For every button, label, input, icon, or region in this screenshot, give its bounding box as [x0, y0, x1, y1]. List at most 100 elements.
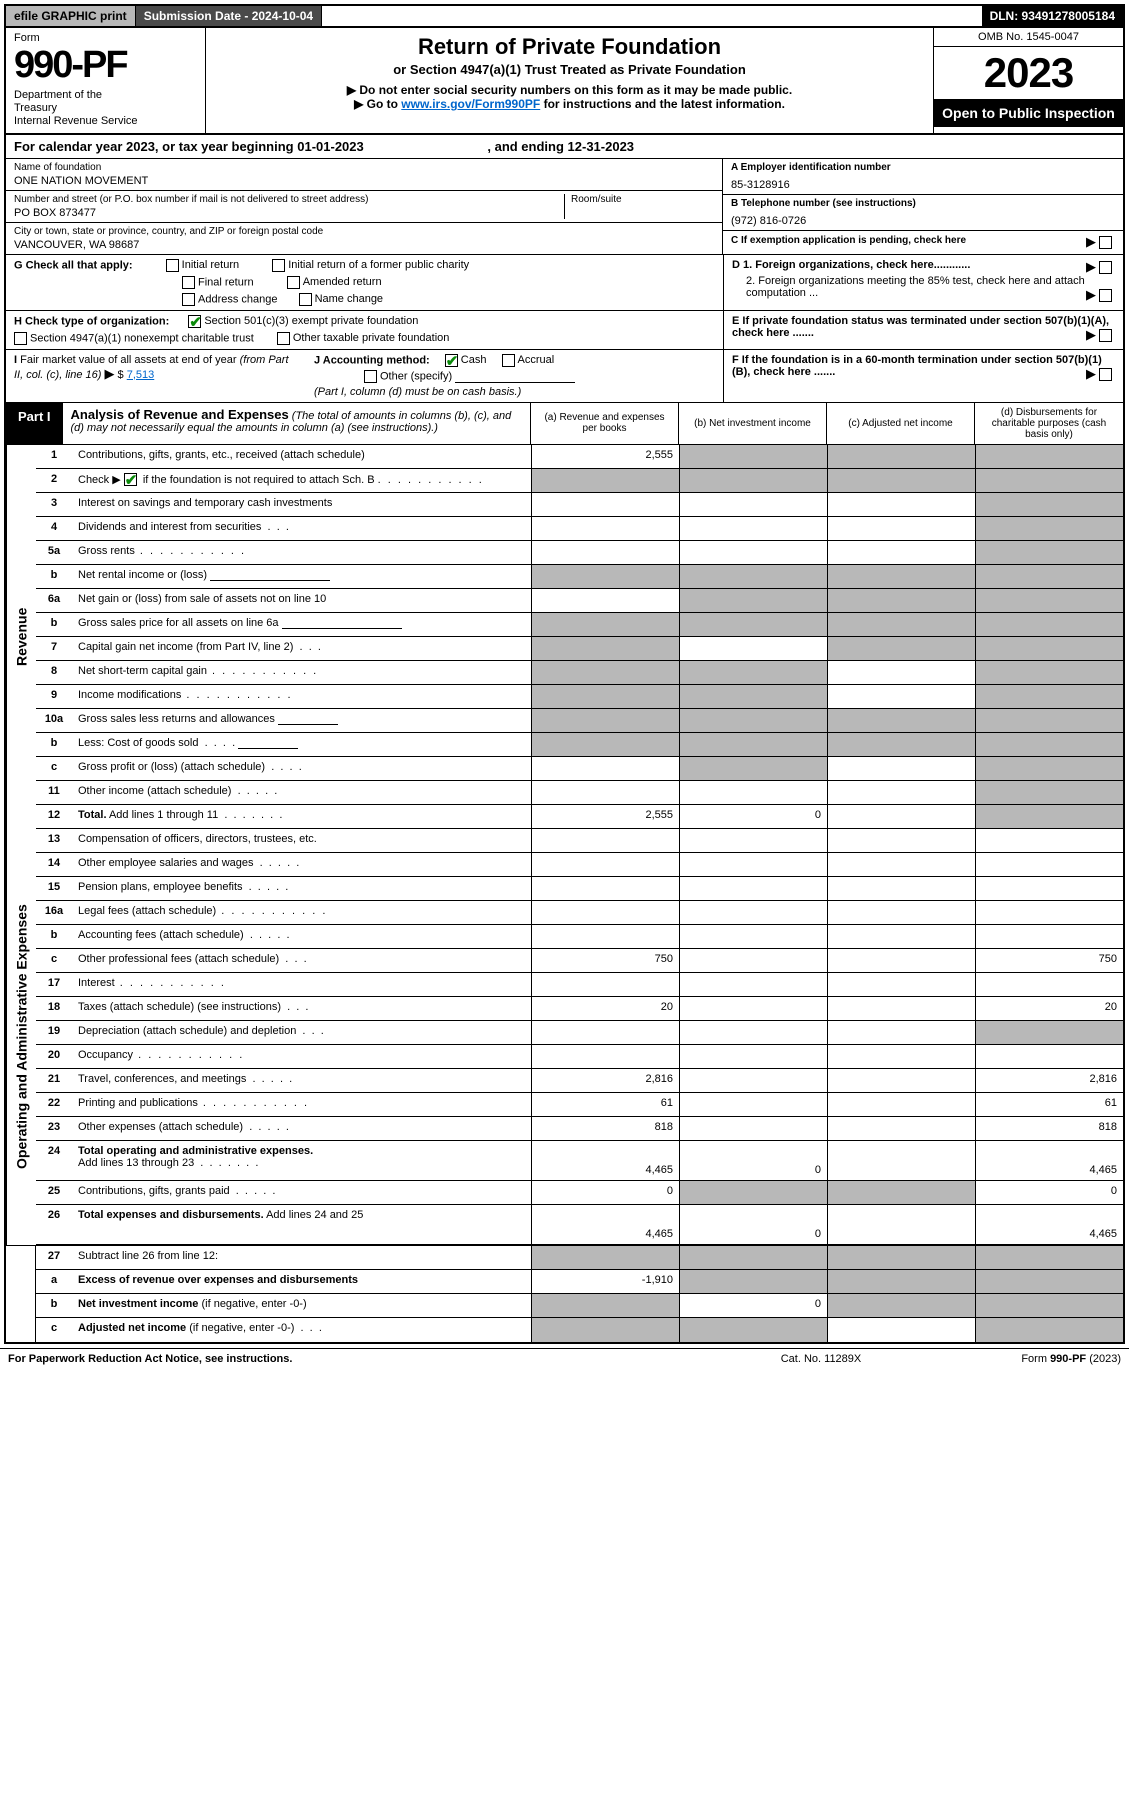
- footer-center: Cat. No. 11289X: [721, 1353, 921, 1365]
- table-row: 23Other expenses (attach schedule) . . .…: [36, 1117, 1123, 1141]
- table-row: 12Total. Add lines 1 through 11 . . . . …: [36, 805, 1123, 829]
- h-section: H Check type of organization: Section 50…: [6, 311, 723, 349]
- form-subtitle2: ▶ Do not enter social security numbers o…: [216, 83, 923, 97]
- initial-former-checkbox[interactable]: [272, 259, 285, 272]
- table-row: 22Printing and publications6161: [36, 1093, 1123, 1117]
- footer-right: Form 990-PF (2023): [921, 1353, 1121, 1365]
- f-section: F If the foundation is in a 60-month ter…: [723, 350, 1123, 402]
- table-row: 16aLegal fees (attach schedule): [36, 901, 1123, 925]
- table-row: 3Interest on savings and temporary cash …: [36, 493, 1123, 517]
- table-row: 9Income modifications: [36, 685, 1123, 709]
- footer-left: For Paperwork Reduction Act Notice, see …: [8, 1353, 721, 1365]
- table-row: 19Depreciation (attach schedule) and dep…: [36, 1021, 1123, 1045]
- table-row: 20Occupancy: [36, 1045, 1123, 1069]
- col-a-header: (a) Revenue and expenses per books: [531, 403, 679, 444]
- g-d-row: G Check all that apply: Initial return I…: [6, 255, 1123, 311]
- header-left: Form 990-PF Department of theTreasuryInt…: [6, 28, 206, 133]
- accrual-checkbox[interactable]: [502, 354, 515, 367]
- col-c-header: (c) Adjusted net income: [827, 403, 975, 444]
- table-row: bAccounting fees (attach schedule) . . .…: [36, 925, 1123, 949]
- pending-row: C If exemption application is pending, c…: [723, 231, 1123, 249]
- table-row: aExcess of revenue over expenses and dis…: [36, 1270, 1123, 1294]
- header-center: Return of Private Foundation or Section …: [206, 28, 933, 133]
- other-tax-checkbox[interactable]: [277, 332, 290, 345]
- i-j-section: I Fair market value of all assets at end…: [6, 350, 723, 402]
- final-checkbox[interactable]: [182, 276, 195, 289]
- other-method-checkbox[interactable]: [364, 370, 377, 383]
- efile-label: efile GRAPHIC print: [6, 6, 136, 26]
- dept-label: Department of theTreasuryInternal Revenu…: [14, 89, 197, 129]
- s4947-checkbox[interactable]: [14, 332, 27, 345]
- part1-header: Part I Analysis of Revenue and Expenses …: [6, 403, 1123, 445]
- e-section: E If private foundation status was termi…: [723, 311, 1123, 349]
- form-subtitle1: or Section 4947(a)(1) Trust Treated as P…: [216, 62, 923, 77]
- address-checkbox[interactable]: [182, 293, 195, 306]
- d1-checkbox[interactable]: [1099, 261, 1112, 274]
- footer: For Paperwork Reduction Act Notice, see …: [0, 1348, 1129, 1369]
- schb-checkbox[interactable]: [124, 473, 137, 486]
- form-container: efile GRAPHIC print Submission Date - 20…: [4, 4, 1125, 1344]
- table-row: 17Interest: [36, 973, 1123, 997]
- g-section: G Check all that apply: Initial return I…: [6, 255, 723, 310]
- fmv-link[interactable]: 7,513: [127, 369, 155, 381]
- calendar-year-row: For calendar year 2023, or tax year begi…: [6, 135, 1123, 159]
- i-j-f-row: I Fair market value of all assets at end…: [6, 350, 1123, 403]
- table-row: 27Subtract line 26 from line 12:: [36, 1246, 1123, 1270]
- phone-row: B Telephone number (see instructions) (9…: [723, 195, 1123, 231]
- table-row: 26Total expenses and disbursements. Add …: [36, 1205, 1123, 1245]
- initial-checkbox[interactable]: [166, 259, 179, 272]
- info-block: Name of foundation ONE NATION MOVEMENT N…: [6, 159, 1123, 255]
- table-row: bNet investment income (if negative, ent…: [36, 1294, 1123, 1318]
- form-header: Form 990-PF Department of theTreasuryInt…: [6, 28, 1123, 135]
- table-row: 1Contributions, gifts, grants, etc., rec…: [36, 445, 1123, 469]
- info-right: A Employer identification number 85-3128…: [723, 159, 1123, 254]
- ein-row: A Employer identification number 85-3128…: [723, 159, 1123, 195]
- table-row: cAdjusted net income (if negative, enter…: [36, 1318, 1123, 1342]
- submission-date: Submission Date - 2024-10-04: [136, 6, 322, 26]
- d-section: D 1. Foreign organizations, check here..…: [723, 255, 1123, 310]
- pending-checkbox[interactable]: [1099, 236, 1112, 249]
- info-left: Name of foundation ONE NATION MOVEMENT N…: [6, 159, 723, 254]
- table-row: 2Check ▶ if the foundation is not requir…: [36, 469, 1123, 493]
- table-row: 11Other income (attach schedule) . . . .…: [36, 781, 1123, 805]
- f-checkbox[interactable]: [1099, 368, 1112, 381]
- revenue-vlabel: Revenue: [6, 445, 36, 829]
- form-number: 990-PF: [14, 44, 197, 87]
- irs-link[interactable]: www.irs.gov/Form990PF: [401, 97, 540, 111]
- table-row: 7Capital gain net income (from Part IV, …: [36, 637, 1123, 661]
- table-row: 18Taxes (attach schedule) (see instructi…: [36, 997, 1123, 1021]
- form-label: Form: [14, 32, 197, 44]
- part1-label: Part I: [6, 403, 63, 444]
- table-row: bNet rental income or (loss): [36, 565, 1123, 589]
- form-title: Return of Private Foundation: [216, 34, 923, 60]
- name-checkbox[interactable]: [299, 293, 312, 306]
- table-row: 5aGross rents: [36, 541, 1123, 565]
- table-row: cOther professional fees (attach schedul…: [36, 949, 1123, 973]
- table-row: 6aNet gain or (loss) from sale of assets…: [36, 589, 1123, 613]
- city-row: City or town, state or province, country…: [6, 223, 722, 254]
- table-row: 4Dividends and interest from securities …: [36, 517, 1123, 541]
- header-right: OMB No. 1545-0047 2023 Open to Public In…: [933, 28, 1123, 133]
- tax-year: 2023: [934, 47, 1123, 99]
- table-row: 8Net short-term capital gain: [36, 661, 1123, 685]
- dln-label: DLN: 93491278005184: [982, 6, 1123, 26]
- table-row: 24Total operating and administrative exp…: [36, 1141, 1123, 1181]
- open-public: Open to Public Inspection: [934, 99, 1123, 127]
- s501-checkbox[interactable]: [188, 315, 201, 328]
- form-subtitle3: ▶ Go to www.irs.gov/Form990PF for instru…: [216, 97, 923, 111]
- expenses-vlabel: Operating and Administrative Expenses: [6, 829, 36, 1245]
- cash-checkbox[interactable]: [445, 354, 458, 367]
- e-checkbox[interactable]: [1099, 329, 1112, 342]
- table-row: 13Compensation of officers, directors, t…: [36, 829, 1123, 853]
- table-row: bLess: Cost of goods sold . . . .: [36, 733, 1123, 757]
- table-row: 14Other employee salaries and wages . . …: [36, 853, 1123, 877]
- table-row: 15Pension plans, employee benefits . . .…: [36, 877, 1123, 901]
- revenue-table: Revenue 1Contributions, gifts, grants, e…: [6, 445, 1123, 829]
- omb-number: OMB No. 1545-0047: [934, 28, 1123, 47]
- d2-checkbox[interactable]: [1099, 289, 1112, 302]
- top-bar: efile GRAPHIC print Submission Date - 20…: [6, 6, 1123, 28]
- table-row: cGross profit or (loss) (attach schedule…: [36, 757, 1123, 781]
- col-d-header: (d) Disbursements for charitable purpose…: [975, 403, 1123, 444]
- amended-checkbox[interactable]: [287, 276, 300, 289]
- col-b-header: (b) Net investment income: [679, 403, 827, 444]
